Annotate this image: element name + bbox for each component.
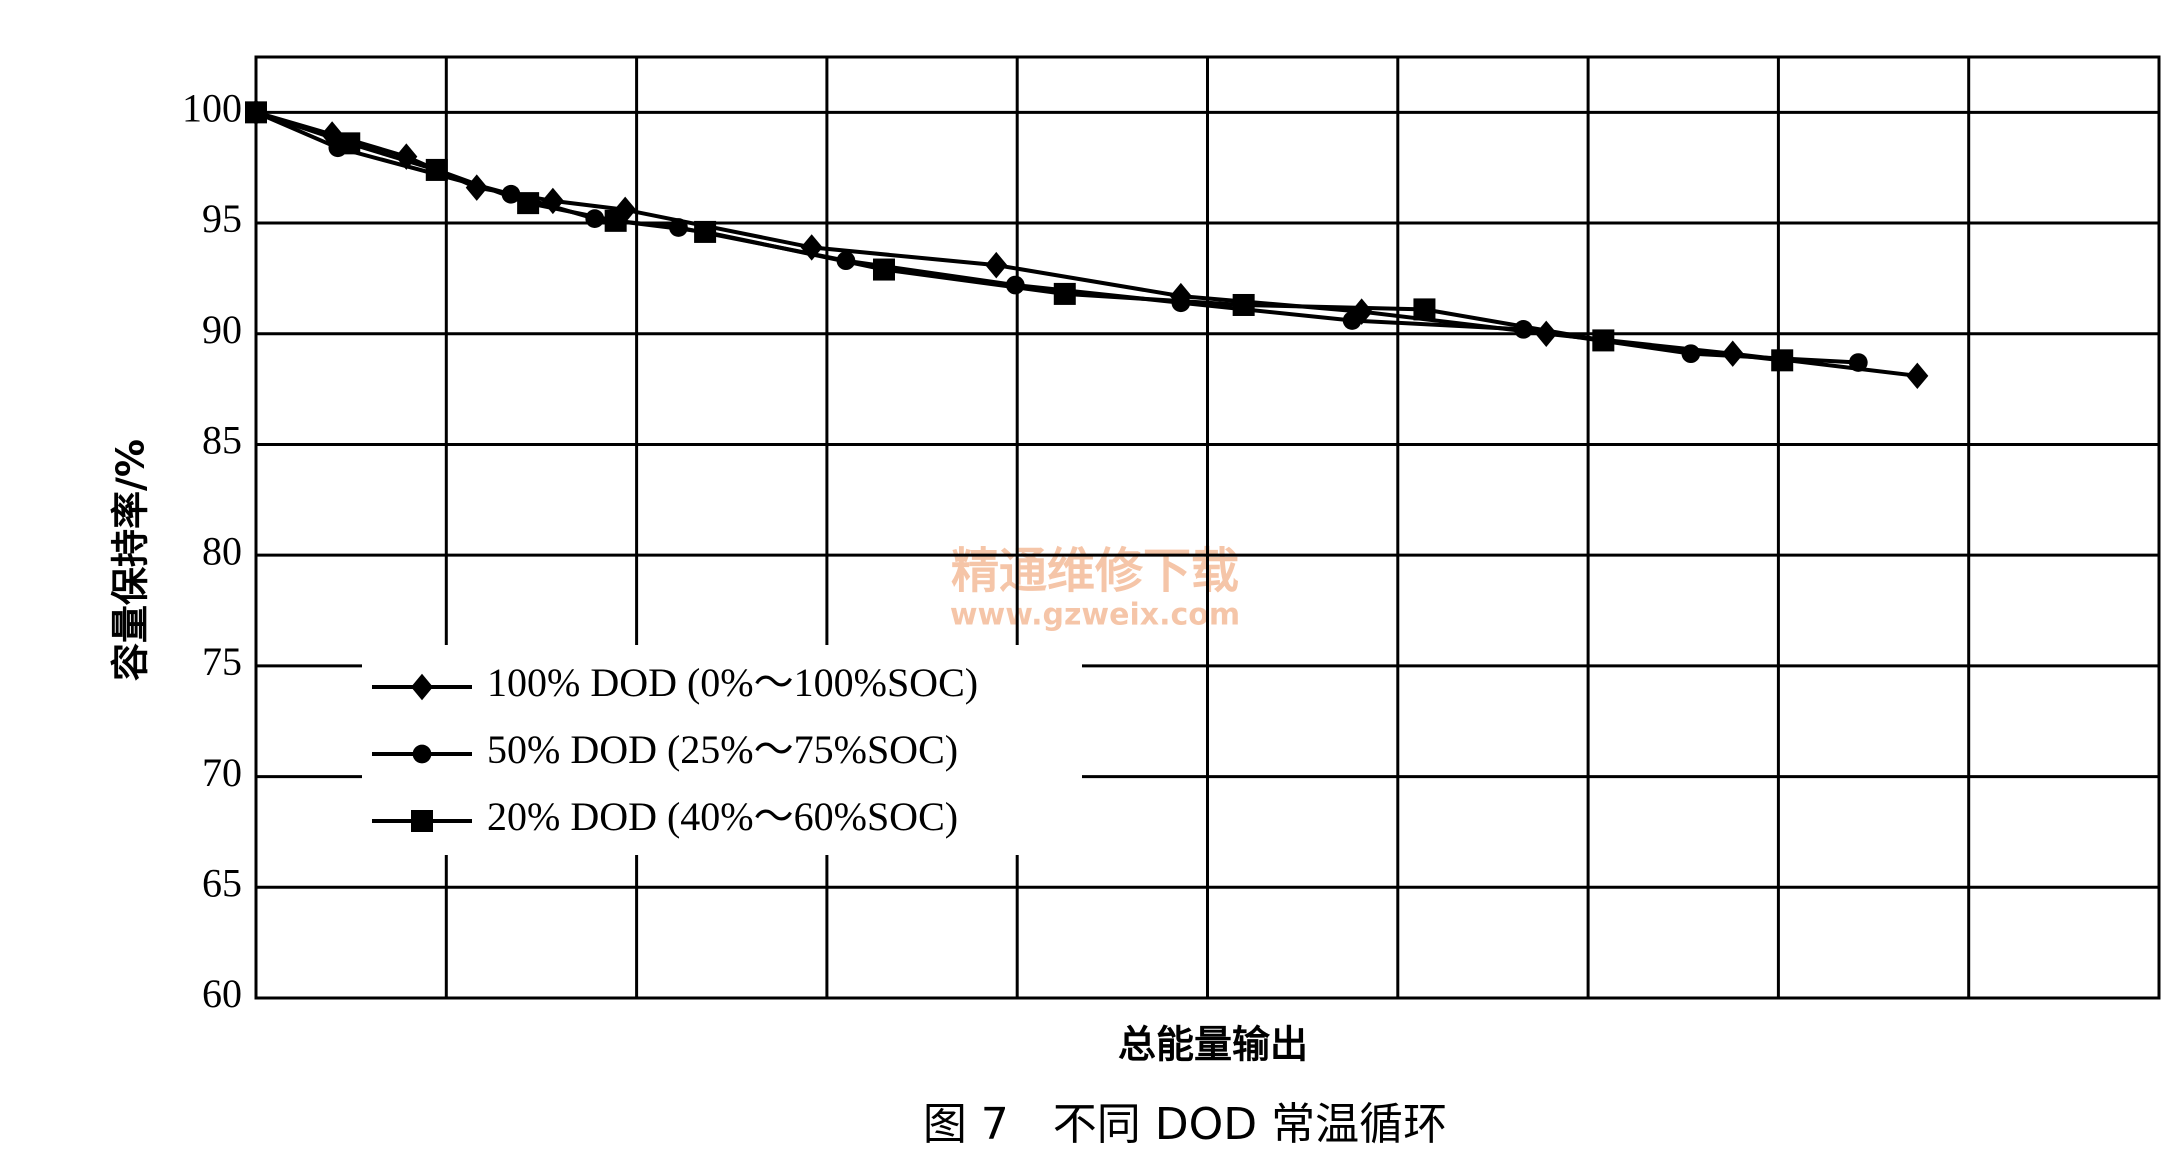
diamond-marker: [1906, 362, 1929, 390]
legend-box: [362, 645, 1082, 855]
y-tick-label: 65: [202, 860, 242, 905]
square-marker: [604, 209, 627, 232]
legend-marker: [411, 810, 433, 832]
legend-label: 20% DOD (40%～60%SOC): [487, 794, 958, 839]
y-tick-label: 100: [182, 86, 242, 131]
y-tick-label: 95: [202, 196, 242, 241]
circle-marker: [1848, 353, 1868, 372]
square-marker: [1413, 298, 1436, 321]
plot-frame: [254, 55, 2161, 1000]
square-marker: [1053, 282, 1076, 305]
square-marker: [872, 258, 895, 281]
y-axis-label: 容量保持率/%: [109, 439, 153, 681]
circle-marker: [1681, 344, 1701, 364]
x-axis-label: 总能量输出: [1118, 1023, 1308, 1067]
square-marker: [694, 220, 717, 243]
watermark-url: www.gzweix.com: [950, 598, 1240, 633]
y-tick-label: 90: [202, 307, 242, 352]
square-marker: [1771, 349, 1794, 372]
square-marker: [517, 192, 540, 215]
square-marker: [1592, 329, 1615, 352]
y-tick-label: 70: [202, 750, 242, 795]
y-tick-label: 80: [202, 528, 242, 573]
legend-marker: [412, 744, 432, 764]
legend-label: 100% DOD (0%～100%SOC): [487, 660, 978, 705]
series-line: [255, 110, 1783, 363]
watermark: 精通维修下载: [951, 543, 1239, 599]
square-marker: [1232, 293, 1255, 316]
y-tick-label: 85: [202, 418, 242, 463]
caption: 图 7 不同 DOD 常温循环: [923, 1099, 1447, 1150]
y-tick-label: 60: [202, 971, 242, 1016]
legend-marker: [411, 673, 433, 701]
diamond-marker: [985, 251, 1008, 279]
square-marker: [338, 132, 361, 155]
square-marker: [245, 101, 267, 124]
circle-marker: [1342, 311, 1362, 330]
square-marker: [425, 158, 448, 181]
legend-label: 50% DOD (25%～75%SOC): [487, 727, 958, 772]
y-tick-label: 75: [202, 639, 242, 684]
